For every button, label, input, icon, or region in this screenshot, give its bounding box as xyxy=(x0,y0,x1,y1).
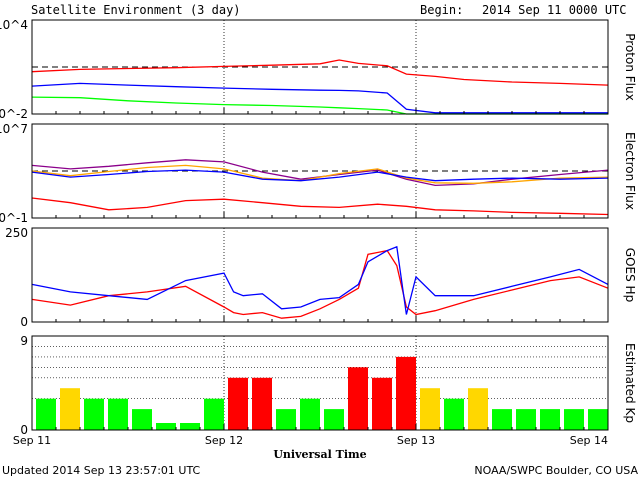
kp-bar xyxy=(132,409,152,430)
y-tick-label: 10^-1 xyxy=(0,211,28,225)
kp-bar xyxy=(300,398,320,430)
kp-bar xyxy=(540,409,560,430)
y-tick-label: 250 xyxy=(5,226,28,240)
y-axis-label: Estimated Kp xyxy=(623,343,637,423)
kp-bar xyxy=(564,409,584,430)
x-tick-label: Sep 11 xyxy=(13,434,51,447)
plot-title: Satellite Environment (3 day) xyxy=(31,3,241,17)
kp-bar xyxy=(252,377,272,430)
x-tick-label: Sep 12 xyxy=(205,434,243,447)
kp-bar xyxy=(324,409,344,430)
y-tick-label: 0 xyxy=(20,315,28,329)
kp-bar xyxy=(444,398,464,430)
kp-bar xyxy=(84,398,104,430)
series-line xyxy=(31,169,609,182)
y-tick-label: 0 xyxy=(20,423,28,437)
y-axis-label: GOES Hp xyxy=(623,248,637,302)
y-axis-label: Electron Flux xyxy=(623,132,637,210)
kp-bar xyxy=(228,377,248,430)
kp-bar xyxy=(36,398,56,430)
kp-bar xyxy=(348,367,368,430)
y-tick-label: 10^4 xyxy=(0,18,28,32)
kp-bar xyxy=(156,423,176,430)
kp-bar xyxy=(180,423,200,430)
begin-label: Begin: xyxy=(420,3,463,17)
updated-timestamp: Updated 2014 Sep 13 23:57:01 UTC xyxy=(2,464,201,477)
kp-bar xyxy=(492,409,512,430)
kp-bar xyxy=(396,356,416,430)
series-line xyxy=(31,59,609,86)
proton-flux-panel: 10^4 10^-2 Proton Flux xyxy=(0,18,637,121)
kp-bar xyxy=(468,388,488,430)
y-tick-label: 10^7 xyxy=(0,122,28,136)
y-axis-label: Proton Flux xyxy=(623,33,637,100)
series-line xyxy=(31,197,609,216)
series-line xyxy=(31,164,609,184)
kp-bar xyxy=(276,409,296,430)
kp-bar xyxy=(60,388,80,430)
y-tick-label: 10^-2 xyxy=(0,107,28,121)
credit-text: NOAA/SWPC Boulder, CO USA xyxy=(474,464,638,477)
x-tick-label: Sep 13 xyxy=(397,434,435,447)
goes-hp-panel: 250 0 GOES Hp xyxy=(5,226,637,329)
kp-bar xyxy=(588,409,608,430)
electron-flux-panel: 10^7 10^-1 Electron Flux xyxy=(0,122,637,225)
estimated-kp-panel: 9 0 Estimated Kp xyxy=(20,334,637,437)
kp-bar xyxy=(420,388,440,430)
kp-bar xyxy=(108,398,128,430)
series-line xyxy=(31,249,609,319)
y-tick-label: 9 xyxy=(20,334,28,348)
series-line xyxy=(31,245,609,315)
kp-bar xyxy=(204,398,224,430)
kp-bar xyxy=(516,409,536,430)
x-axis-title: Universal Time xyxy=(273,448,366,461)
kp-bar xyxy=(372,377,392,430)
begin-value: 2014 Sep 11 0000 UTC xyxy=(482,3,627,17)
x-tick-label: Sep 14 xyxy=(570,434,608,447)
